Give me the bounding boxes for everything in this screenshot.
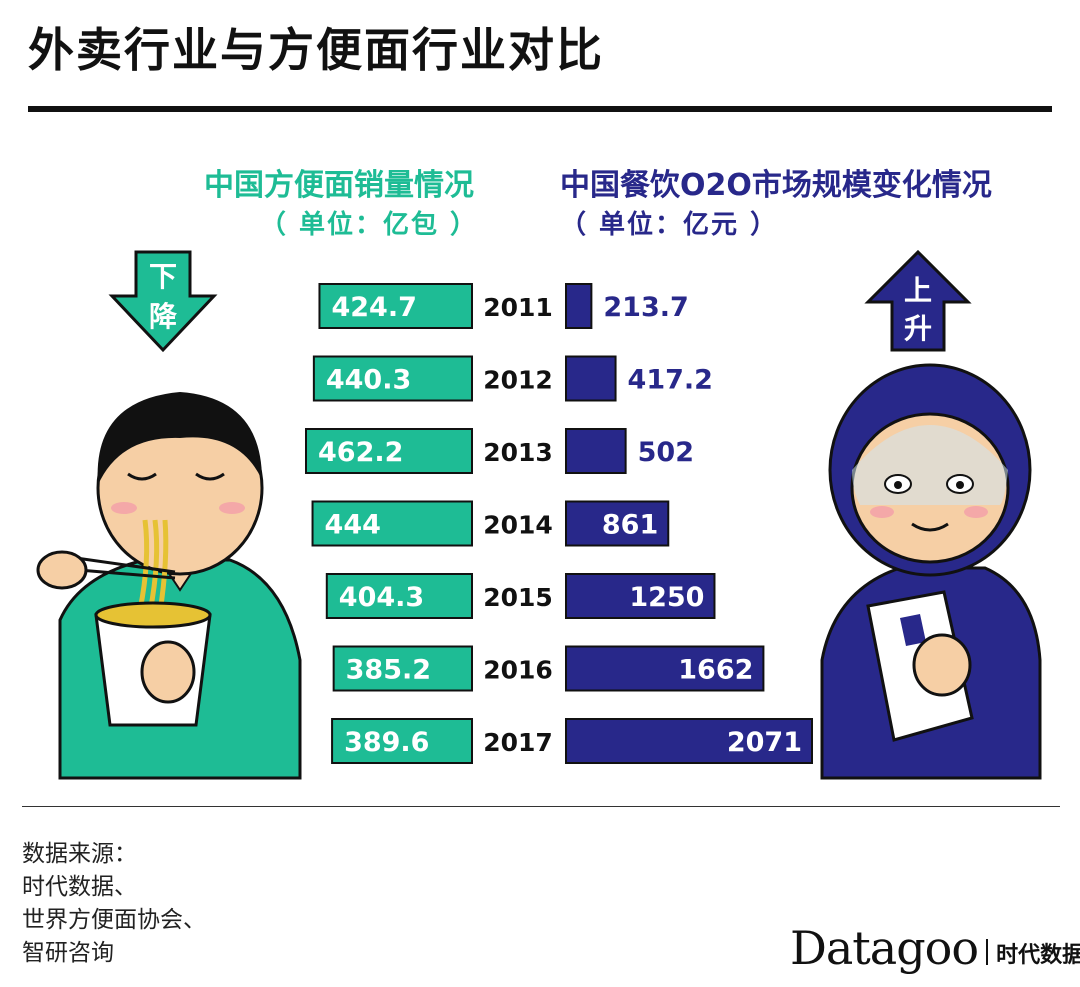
o2o-value-label-2017: 2071 <box>727 727 802 758</box>
down-arrow-label-1: 下 <box>149 260 177 293</box>
noodle-bar-2014 <box>311 500 473 547</box>
year-label-2013: 2013 <box>483 438 553 467</box>
data-source-line-1: 时代数据、 <box>22 874 137 900</box>
noodle-value-label-2016: 385.2 <box>346 655 431 686</box>
up-arrow-label-2: 升 <box>904 312 932 345</box>
o2o-value-label-2014: 861 <box>602 510 658 541</box>
noodle-bar-2016 <box>332 645 473 692</box>
noodle-bar-series: 424.7 440.3 462.2 444 404.3 385.2 389.6 <box>305 283 473 764</box>
noodle-chart-unit: （ 单位：亿包 ） <box>259 210 478 240</box>
noodle-value-label-2015: 404.3 <box>339 582 424 613</box>
noodle-eater-illustration <box>36 392 302 780</box>
o2o-chart-heading: 中国餐饮O2O市场规模变化情况 <box>560 168 992 203</box>
year-label-column: 2011 2012 2013 2014 2015 2016 2017 <box>483 293 553 757</box>
noodle-value-label-2014: 444 <box>325 510 381 541</box>
brand-logo: Datagoo 时代数据 <box>790 920 1080 976</box>
noodle-bar-2013 <box>305 428 473 474</box>
o2o-chart-unit: （ 单位：亿元 ） <box>560 210 779 240</box>
o2o-value-label-2016: 1662 <box>678 655 753 686</box>
year-label-2012: 2012 <box>483 366 553 395</box>
footer-divider <box>22 806 1060 807</box>
data-source-line-3: 智研咨询 <box>22 940 114 966</box>
o2o-bar-2015 <box>565 573 716 619</box>
noodle-bar-2012 <box>312 355 473 402</box>
delivery-rider-illustration <box>820 363 1042 780</box>
year-label-2017: 2017 <box>483 728 553 757</box>
noodle-value-label-2011: 424.7 <box>331 292 416 323</box>
data-source-label: 数据来源： <box>22 841 137 867</box>
noodle-bar-2015 <box>325 573 473 619</box>
up-arrow-label-1: 上 <box>904 274 932 307</box>
chart-title: 外卖行业与方便面行业对比 <box>28 23 604 77</box>
o2o-bar-2013 <box>565 428 627 474</box>
noodle-bar-2011 <box>318 283 473 329</box>
brand-separator <box>986 939 989 965</box>
noodle-value-label-2017: 389.6 <box>344 727 429 758</box>
title-divider <box>28 106 1052 112</box>
year-label-2015: 2015 <box>483 583 553 612</box>
noodle-chart-heading: 中国方便面销量情况 <box>204 168 474 203</box>
noodle-value-label-2013: 462.2 <box>318 437 403 468</box>
o2o-value-label-2015: 1250 <box>629 582 704 613</box>
down-arrow-icon: 下 降 <box>108 250 218 353</box>
noodle-value-label-2012: 440.3 <box>326 365 411 396</box>
o2o-value-label-2013: 502 <box>638 437 694 468</box>
brand-chinese-name: 时代数据 <box>996 943 1080 968</box>
o2o-value-label-2012: 417.2 <box>628 365 713 396</box>
o2o-bar-2014 <box>565 500 670 547</box>
brand-name: Datagoo <box>790 921 979 975</box>
up-arrow-icon: 上 升 <box>864 249 972 352</box>
noodle-bar-2017 <box>331 718 473 764</box>
o2o-bar-series: 213.7 417.2 502 861 1250 1662 2071 <box>565 283 813 764</box>
comparison-chart: 下 降 上 升 <box>36 249 1042 780</box>
data-source-block: 数据来源： 时代数据、 世界方便面协会、 智研咨询 <box>22 838 206 970</box>
o2o-value-label-2011: 213.7 <box>603 292 688 323</box>
data-source-line-2: 世界方便面协会、 <box>22 907 206 933</box>
o2o-bar-2011 <box>565 283 593 329</box>
o2o-bar-2017 <box>565 718 813 764</box>
year-label-2014: 2014 <box>483 511 553 540</box>
o2o-bar-2012 <box>565 355 617 402</box>
o2o-bar-2016 <box>565 645 765 692</box>
year-label-2016: 2016 <box>483 656 553 685</box>
year-label-2011: 2011 <box>483 293 553 322</box>
down-arrow-label-2: 降 <box>149 300 178 333</box>
